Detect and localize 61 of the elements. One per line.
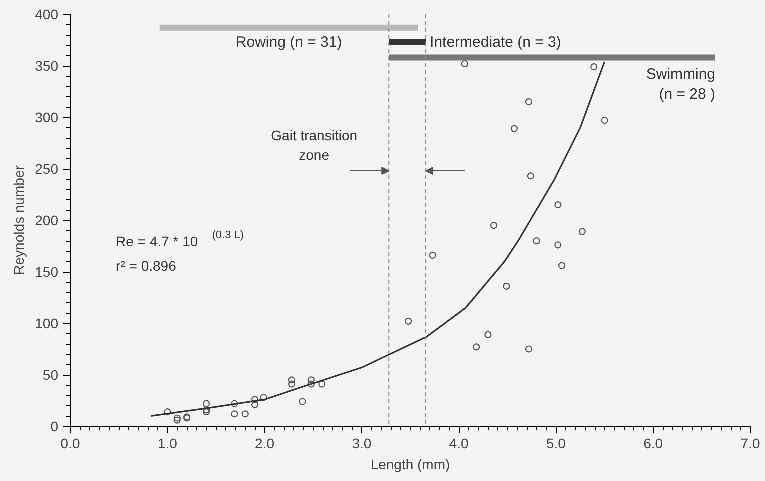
x-tick-label: 5.0 xyxy=(546,436,566,452)
annotation: Gait transition zone xyxy=(271,128,358,163)
point xyxy=(558,262,566,270)
point xyxy=(429,252,436,260)
point xyxy=(503,282,510,290)
point xyxy=(242,410,249,418)
point xyxy=(510,125,518,132)
point xyxy=(525,346,533,353)
point xyxy=(202,406,210,414)
x-tick-label: 2.0 xyxy=(255,436,275,452)
y-tick-label: 300 xyxy=(35,110,59,126)
point xyxy=(601,117,608,124)
y-axis-title: Reynolds number xyxy=(11,165,28,276)
x-axis-title: Length (mm) xyxy=(370,456,450,472)
x-tick-label: 0.0 xyxy=(60,436,80,452)
point xyxy=(554,202,562,209)
point xyxy=(318,380,326,388)
point xyxy=(405,318,412,325)
point xyxy=(202,408,210,416)
point xyxy=(288,380,296,388)
y-tick-label: 200 xyxy=(35,212,59,228)
y-tick-label: 100 xyxy=(35,316,59,332)
y-tick-label: 400 xyxy=(35,6,59,22)
annotation: Re = 4.7 * 10(0.3 L) xyxy=(116,229,244,250)
y-tick-label: 0 xyxy=(50,418,59,434)
y-tick-label: 150 xyxy=(35,264,59,280)
point xyxy=(473,344,480,351)
annotation: r² = 0.896 xyxy=(116,258,177,274)
point xyxy=(554,242,562,249)
point xyxy=(174,416,181,424)
x-tick-label: 6.0 xyxy=(644,436,664,452)
x-tick-label: 1.0 xyxy=(158,436,178,452)
point xyxy=(461,60,468,68)
y-tick-label: 50 xyxy=(42,367,59,383)
point xyxy=(308,376,315,384)
x-tick-label: 3.0 xyxy=(352,436,372,452)
series-label: Rowing (n = 31) xyxy=(236,34,342,51)
series-label: Intermediate (n = 3) xyxy=(430,34,562,51)
point xyxy=(288,376,296,384)
series-label: Swimming (n = 28 ) xyxy=(646,66,716,104)
point xyxy=(231,410,238,418)
point xyxy=(260,394,268,402)
point xyxy=(299,398,306,406)
point xyxy=(578,228,586,236)
y-tick-label: 250 xyxy=(35,161,59,177)
point xyxy=(590,63,598,71)
point xyxy=(308,380,315,388)
y-tick-label: 350 xyxy=(35,58,59,74)
point xyxy=(484,331,492,338)
point xyxy=(202,400,210,408)
x-tick-label: 7.0 xyxy=(740,436,760,452)
point xyxy=(490,222,498,230)
point xyxy=(525,98,533,106)
point xyxy=(527,172,535,180)
point xyxy=(231,400,238,408)
point xyxy=(252,396,259,404)
point xyxy=(252,401,259,408)
point xyxy=(174,414,181,422)
point xyxy=(533,238,540,245)
x-tick-label: 4.0 xyxy=(449,436,470,452)
point xyxy=(164,408,172,416)
